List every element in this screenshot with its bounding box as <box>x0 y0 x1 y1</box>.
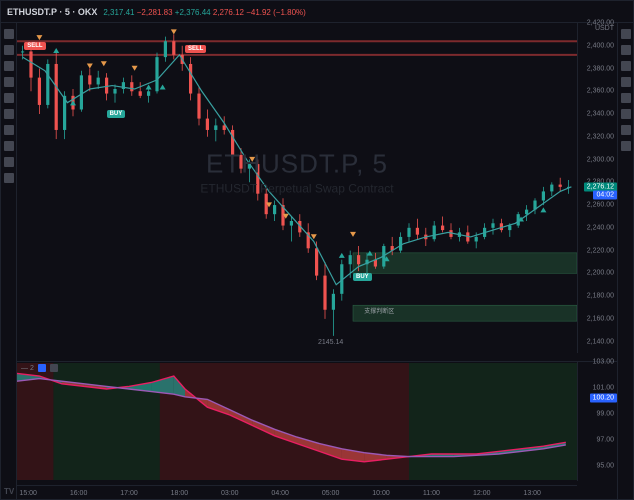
time-tick: 03:00 <box>221 490 239 497</box>
indicator-settings-icon[interactable] <box>50 364 58 372</box>
drawing-tool[interactable] <box>4 173 14 183</box>
main-chart-pane[interactable]: ETHUSDT.P, 5 ETHUSDT Perpetual Swap Cont… <box>17 23 577 353</box>
price-tick: 2,340.00 <box>587 111 614 118</box>
price-tick: 2,160.00 <box>587 315 614 322</box>
signal-badge: BUY <box>107 110 126 118</box>
price-tick: 2,300.00 <box>587 156 614 163</box>
time-tick: 18:00 <box>171 490 189 497</box>
signal-badge: BUY <box>353 273 372 281</box>
indicator-tick: 95.00 <box>596 463 614 470</box>
price-tick: 2,200.00 <box>587 270 614 277</box>
panel-tool[interactable] <box>621 45 631 55</box>
indicator-axis[interactable]: 95.00 97.00 99.00 101.00 103.00 100.20 <box>577 361 617 481</box>
time-tick: 15:00 <box>19 490 37 497</box>
indicator-value-label: 100.20 <box>590 394 617 403</box>
indicator-pane[interactable]: — 2 <box>17 361 577 481</box>
ohlc-value: −2,281.83 <box>137 8 175 17</box>
indicator-settings-icon[interactable] <box>38 364 46 372</box>
drawing-tool[interactable] <box>4 77 14 87</box>
price-tick: 2,220.00 <box>587 247 614 254</box>
time-axis[interactable]: 15:00 16:00 17:00 18:00 03:00 04:00 05:00 10:00… <box>17 485 577 499</box>
drawing-tool[interactable] <box>4 61 14 71</box>
symbol-header: ETHUSDT.P · 5 · OKX 2,317.41 −2,281.83 +… <box>1 1 633 23</box>
drawing-tool[interactable] <box>4 93 14 103</box>
price-axis[interactable]: USDT 2,140.002,160.002,180.002,200.002,2… <box>577 23 617 353</box>
panel-tool[interactable] <box>621 61 631 71</box>
price-tick: 2,260.00 <box>587 202 614 209</box>
price-tick: 2,360.00 <box>587 88 614 95</box>
panel-tool[interactable] <box>621 93 631 103</box>
drawing-tool[interactable] <box>4 45 14 55</box>
drawing-tool[interactable] <box>4 157 14 167</box>
indicator-tick: 97.00 <box>596 437 614 444</box>
indicator-tick: 101.00 <box>593 385 614 392</box>
panel-tool[interactable] <box>621 109 631 119</box>
indicator-chart <box>17 362 577 481</box>
drawing-tool[interactable] <box>4 29 14 39</box>
price-tick: 2,240.00 <box>587 224 614 231</box>
panel-tool[interactable] <box>621 77 631 87</box>
time-tick: 13:00 <box>523 490 541 497</box>
price-tick: 2,180.00 <box>587 293 614 300</box>
time-tick: 04:00 <box>271 490 289 497</box>
time-tick: 12:00 <box>473 490 491 497</box>
indicator-header: — 2 <box>21 364 58 372</box>
svg-text:支撑判断区: 支撑判断区 <box>364 307 394 315</box>
tradingview-logo: TV <box>4 487 14 496</box>
price-tick: 2,400.00 <box>587 42 614 49</box>
time-tick: 16:00 <box>70 490 88 497</box>
price-tick: 2,380.00 <box>587 65 614 72</box>
time-tick: 17:00 <box>120 490 138 497</box>
ohlc-value: 2,276.12 −41.92 (−1.80%) <box>213 8 306 17</box>
panel-tool[interactable] <box>621 125 631 135</box>
price-tick: 2,320.00 <box>587 133 614 140</box>
candlestick-chart: 2145.14 支撑判断区 <box>17 23 577 353</box>
svg-text:2145.14: 2145.14 <box>318 339 343 346</box>
price-tick: 2,140.00 <box>587 338 614 345</box>
time-tick: 05:00 <box>322 490 340 497</box>
price-tick: 2,420.00 <box>587 20 614 27</box>
indicator-tick: 103.00 <box>593 359 614 366</box>
drawing-tool[interactable] <box>4 109 14 119</box>
drawing-tool[interactable] <box>4 141 14 151</box>
left-toolbar <box>1 23 17 499</box>
ohlc-value: +2,376.44 <box>175 8 213 17</box>
ohlc-value: 2,317.41 <box>103 8 136 17</box>
right-toolbar <box>617 23 633 499</box>
indicator-tick: 99.00 <box>596 411 614 418</box>
current-price-label: 04:02 <box>593 190 617 199</box>
time-tick: 11:00 <box>423 490 440 497</box>
symbol-title[interactable]: ETHUSDT.P · 5 · OKX <box>7 7 97 17</box>
panel-tool[interactable] <box>621 29 631 39</box>
signal-badge: SELL <box>24 42 45 50</box>
signal-badge: SELL <box>185 45 206 53</box>
panel-tool[interactable] <box>621 141 631 151</box>
drawing-tool[interactable] <box>4 125 14 135</box>
time-tick: 10:00 <box>372 490 390 497</box>
